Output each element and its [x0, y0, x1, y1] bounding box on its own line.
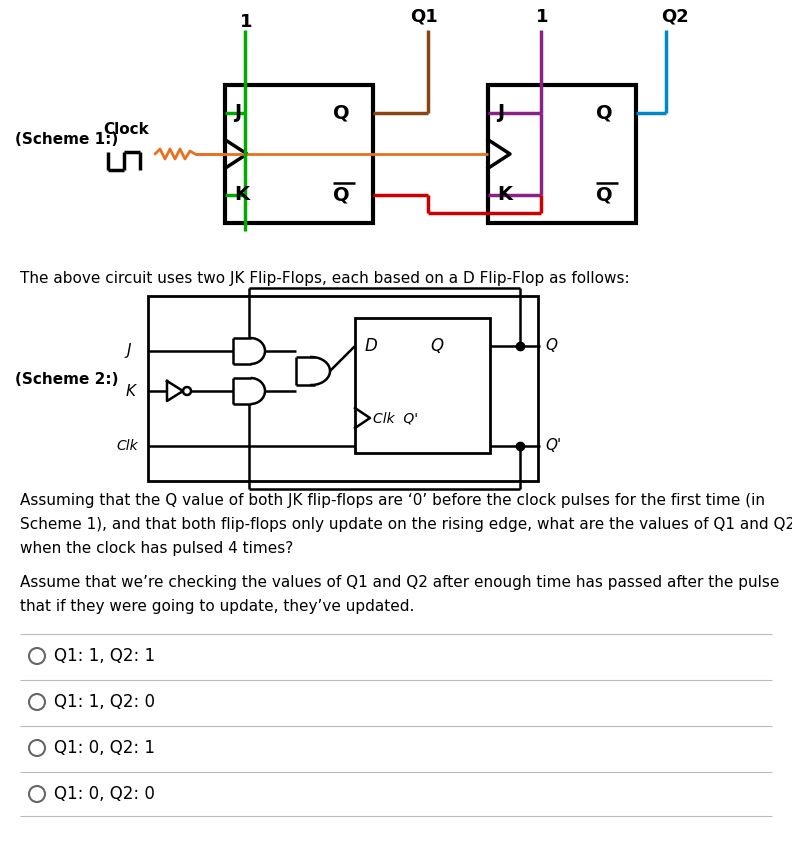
Text: J: J: [126, 343, 131, 359]
Text: Q: Q: [596, 185, 613, 205]
Text: Clk: Clk: [116, 439, 138, 453]
Text: Q2: Q2: [661, 8, 689, 26]
Text: Q': Q': [545, 438, 562, 453]
Text: Q1: Q1: [410, 8, 438, 26]
Text: (Scheme 2:): (Scheme 2:): [15, 372, 119, 387]
Text: that if they were going to update, they’ve updated.: that if they were going to update, they’…: [20, 598, 414, 613]
Text: Assume that we’re checking the values of Q1 and Q2 after enough time has passed : Assume that we’re checking the values of…: [20, 574, 779, 590]
Text: The above circuit uses two JK Flip-Flops, each based on a D Flip-Flop as follows: The above circuit uses two JK Flip-Flops…: [20, 271, 630, 285]
Text: D: D: [365, 337, 378, 355]
Bar: [148, 296, 538, 481]
Text: Q: Q: [596, 103, 613, 123]
Text: when the clock has pulsed 4 times?: when the clock has pulsed 4 times?: [20, 541, 293, 556]
Bar: [488, 85, 636, 223]
Text: J: J: [234, 103, 241, 123]
Text: Q: Q: [545, 338, 557, 354]
Text: 1: 1: [240, 13, 253, 31]
Text: Q1: 1, Q2: 0: Q1: 1, Q2: 0: [54, 693, 155, 711]
Text: Q1: 0, Q2: 0: Q1: 0, Q2: 0: [54, 785, 155, 803]
Text: Clock: Clock: [103, 123, 149, 138]
Text: Q: Q: [333, 103, 349, 123]
Text: Q1: 1, Q2: 1: Q1: 1, Q2: 1: [54, 647, 155, 665]
Text: (Scheme 1:): (Scheme 1:): [15, 133, 118, 147]
Text: Q: Q: [430, 337, 444, 355]
Text: Clk  Q': Clk Q': [373, 411, 418, 425]
Text: Q1: 0, Q2: 1: Q1: 0, Q2: 1: [54, 739, 155, 757]
Text: Assuming that the Q value of both JK flip-flops are ‘0’ before the clock pulses : Assuming that the Q value of both JK fli…: [20, 492, 765, 508]
Bar: [225, 85, 373, 223]
Text: 1: 1: [536, 8, 549, 26]
Text: K: K: [126, 383, 136, 398]
Text: Q: Q: [333, 185, 349, 205]
Text: Scheme 1), and that both flip-flops only update on the rising edge, what are the: Scheme 1), and that both flip-flops only…: [20, 517, 792, 531]
Text: K: K: [234, 185, 249, 205]
Text: K: K: [497, 185, 512, 205]
Text: J: J: [497, 103, 505, 123]
Bar: [355, 318, 490, 453]
